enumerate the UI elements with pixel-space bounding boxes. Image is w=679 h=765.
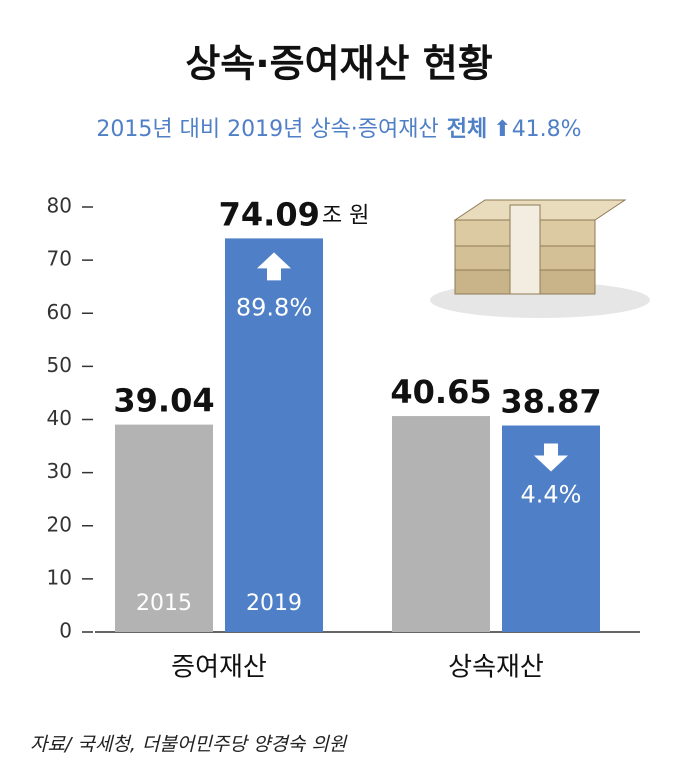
value-number: 38.87 bbox=[500, 383, 601, 421]
y-tick-label: 20 bbox=[47, 512, 72, 536]
unit-label: 조 원 bbox=[322, 203, 369, 228]
value-label: 38.87 bbox=[500, 383, 601, 421]
y-tick-label: 40 bbox=[47, 406, 72, 430]
y-tick-label: 60 bbox=[47, 300, 72, 324]
y-tick-label: 0 bbox=[59, 619, 72, 643]
y-tick-label: 30 bbox=[47, 459, 72, 483]
subtitle: 2015년 대비 2019년 상속·증여재산 전체 ⬆41.8% bbox=[96, 117, 581, 142]
change-label: 4.4% bbox=[521, 481, 582, 509]
y-tick-label: 80 bbox=[47, 194, 72, 218]
y-tick-label: 50 bbox=[47, 353, 72, 377]
value-label: 40.65 bbox=[390, 373, 491, 411]
y-tick-label: 70 bbox=[47, 247, 72, 271]
x-tick-label: 증여재산 bbox=[171, 653, 267, 683]
change-arrow bbox=[257, 252, 291, 281]
bar bbox=[392, 416, 490, 632]
series-label: 2019 bbox=[246, 591, 302, 616]
bar bbox=[225, 238, 323, 632]
value-number: 39.04 bbox=[113, 382, 214, 420]
y-tick-label: 10 bbox=[47, 565, 72, 589]
value-label: 74.09조 원 bbox=[219, 195, 370, 233]
change-label: 89.8% bbox=[236, 293, 312, 321]
x-tick-label: 상속재산 bbox=[448, 653, 544, 683]
bar bbox=[115, 424, 213, 632]
series-label: 2015 bbox=[136, 591, 192, 616]
total-label: 전체 bbox=[447, 117, 487, 142]
chart-title: 상속·증여재산 현황 bbox=[185, 42, 492, 86]
change-arrow bbox=[534, 443, 568, 472]
value-number: 74.09 bbox=[219, 195, 320, 233]
subtitle-text: 2015년 대비 2019년 상속·증여재산 bbox=[96, 117, 438, 142]
total-change: 41.8% bbox=[512, 117, 582, 142]
source: 자료/ 국세청, 더불어민주당 양경숙 의원 bbox=[30, 734, 348, 756]
total-arrow: ⬆ bbox=[493, 117, 511, 142]
value-label: 39.04 bbox=[113, 382, 214, 420]
value-number: 40.65 bbox=[390, 373, 491, 411]
money-illustration bbox=[430, 199, 650, 318]
